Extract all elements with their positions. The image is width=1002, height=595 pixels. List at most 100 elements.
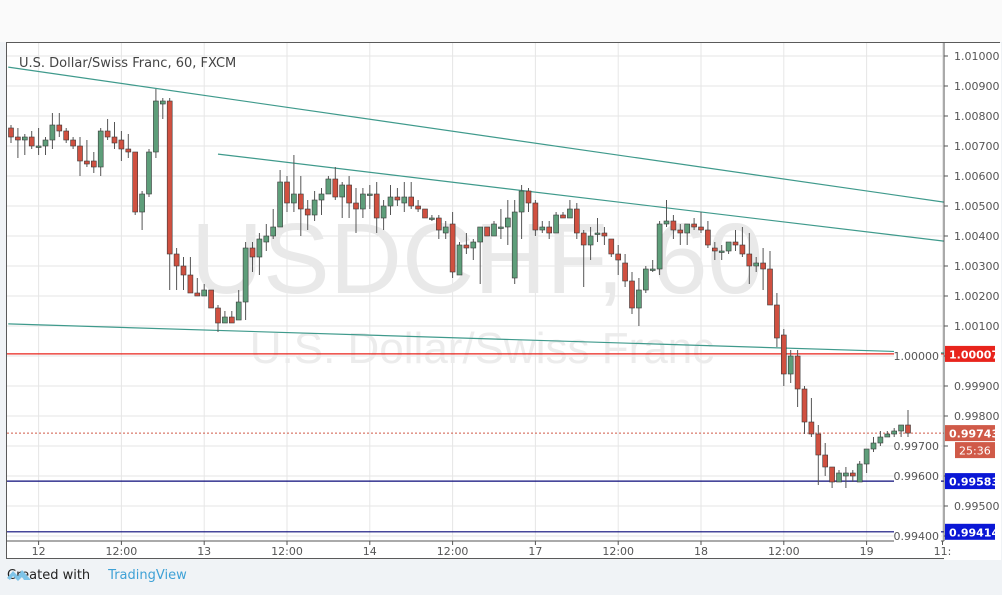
candle-body-down (180, 265, 187, 276)
candle-body-up (663, 220, 670, 225)
candle (849, 470, 856, 482)
time-tick-label: 17 (528, 545, 542, 558)
time-tick-label: 13 (197, 545, 211, 558)
candle-body-up (504, 217, 511, 228)
candle-body-down (132, 151, 138, 213)
candle-body-up (139, 193, 145, 213)
footer: Created with TradingView (7, 568, 187, 583)
candle (801, 386, 808, 434)
candle (15, 128, 21, 158)
time-tick-label: 14 (363, 545, 377, 558)
candle (794, 350, 801, 407)
time-tick-label: 18 (694, 545, 708, 558)
candle-body-up (387, 196, 394, 207)
price-tick-label: 0.99700 (894, 440, 940, 453)
price-tick-label: 1.00200 (954, 290, 1000, 303)
candle-body-down (463, 244, 470, 249)
candle (546, 221, 553, 239)
price-tick-label: 0.99400 (894, 530, 940, 543)
candle-body-up (235, 301, 242, 321)
candle-body-down (15, 136, 21, 141)
candle (277, 170, 283, 228)
candle-body-up (380, 205, 387, 219)
chart-container[interactable]: USDCHF, 60 U.S. Dollar/Swiss Franc U.S. Do… (6, 42, 1001, 560)
candle-body-up (325, 178, 332, 195)
candle-body-down (415, 205, 421, 210)
candle-body-down (677, 229, 684, 234)
candle (905, 410, 911, 437)
candle-body-down (746, 253, 753, 267)
candle (822, 443, 829, 476)
candle (525, 188, 532, 212)
price-tick-label: 1.00900 (954, 80, 1000, 93)
price-tick-label: 1.00100 (954, 320, 1000, 333)
candle-body-down (760, 262, 766, 270)
candle-body-up (291, 193, 297, 204)
candle-body-down (394, 196, 401, 201)
candle-body-up (877, 436, 884, 444)
candle (380, 200, 387, 230)
candle (353, 188, 359, 233)
candle-body-down (435, 217, 442, 231)
candle-body-up (360, 193, 366, 210)
candle-body-down (125, 148, 132, 153)
candle-body-down (84, 160, 90, 165)
candle (787, 350, 794, 383)
candle (594, 218, 601, 242)
candle-body-down (801, 388, 808, 423)
price-tick-label-bg (894, 349, 941, 363)
candle-body-up (263, 235, 270, 243)
candle (877, 431, 884, 446)
candle-body-down (346, 184, 352, 204)
candle-body-up (636, 289, 642, 309)
level-price-label: 0.99414 (949, 526, 999, 539)
candle-body-down (905, 424, 911, 434)
candle (636, 278, 642, 326)
candle-body-up (442, 226, 449, 234)
candle-body-down (629, 280, 635, 309)
tradingview-link[interactable]: TradingView (108, 568, 187, 583)
candle-body-down (249, 247, 256, 258)
candle (304, 200, 311, 230)
candle-body-down (297, 193, 304, 210)
candle-body-up (553, 214, 559, 234)
candle (608, 238, 615, 257)
candle-body-down (849, 472, 856, 477)
candle (601, 227, 608, 245)
candle (229, 311, 235, 324)
candle (270, 209, 277, 239)
candle-body-down (332, 178, 339, 198)
candle-body-up (456, 244, 463, 276)
candle (160, 98, 166, 119)
candle (449, 212, 456, 278)
candle-body-up (725, 241, 732, 252)
candle (187, 257, 194, 294)
candle (104, 119, 111, 140)
candle-body-up (270, 226, 277, 237)
price-tick-label-bg (894, 439, 941, 453)
candle-body-up (684, 223, 691, 234)
candle-body-up (856, 463, 863, 483)
candle (856, 461, 863, 483)
candle (477, 226, 484, 284)
price-tick-label: 1.00600 (954, 170, 1000, 183)
countdown-label: 25:36 (959, 445, 991, 458)
candle-body-up (836, 472, 842, 483)
candle (118, 131, 125, 161)
price-tick-label: 1.01000 (954, 50, 1000, 63)
candle (815, 425, 822, 485)
candle (325, 176, 332, 195)
candle (725, 241, 732, 254)
time-tick-label: 12:00 (437, 545, 469, 558)
candle-body-up (222, 316, 228, 324)
candlestick-chart[interactable]: USDCHF, 60 U.S. Dollar/Swiss Franc U.S. Do… (7, 43, 1001, 560)
level-price-label: 0.99583 (949, 476, 999, 489)
price-tick-label: 1.00700 (954, 140, 1000, 153)
candle (663, 200, 670, 227)
candle (532, 200, 539, 236)
candle (504, 200, 511, 245)
candle (870, 437, 877, 452)
price-tick-label: 0.99600 (894, 470, 940, 483)
candle-body-up (567, 208, 573, 219)
candle (711, 242, 718, 260)
